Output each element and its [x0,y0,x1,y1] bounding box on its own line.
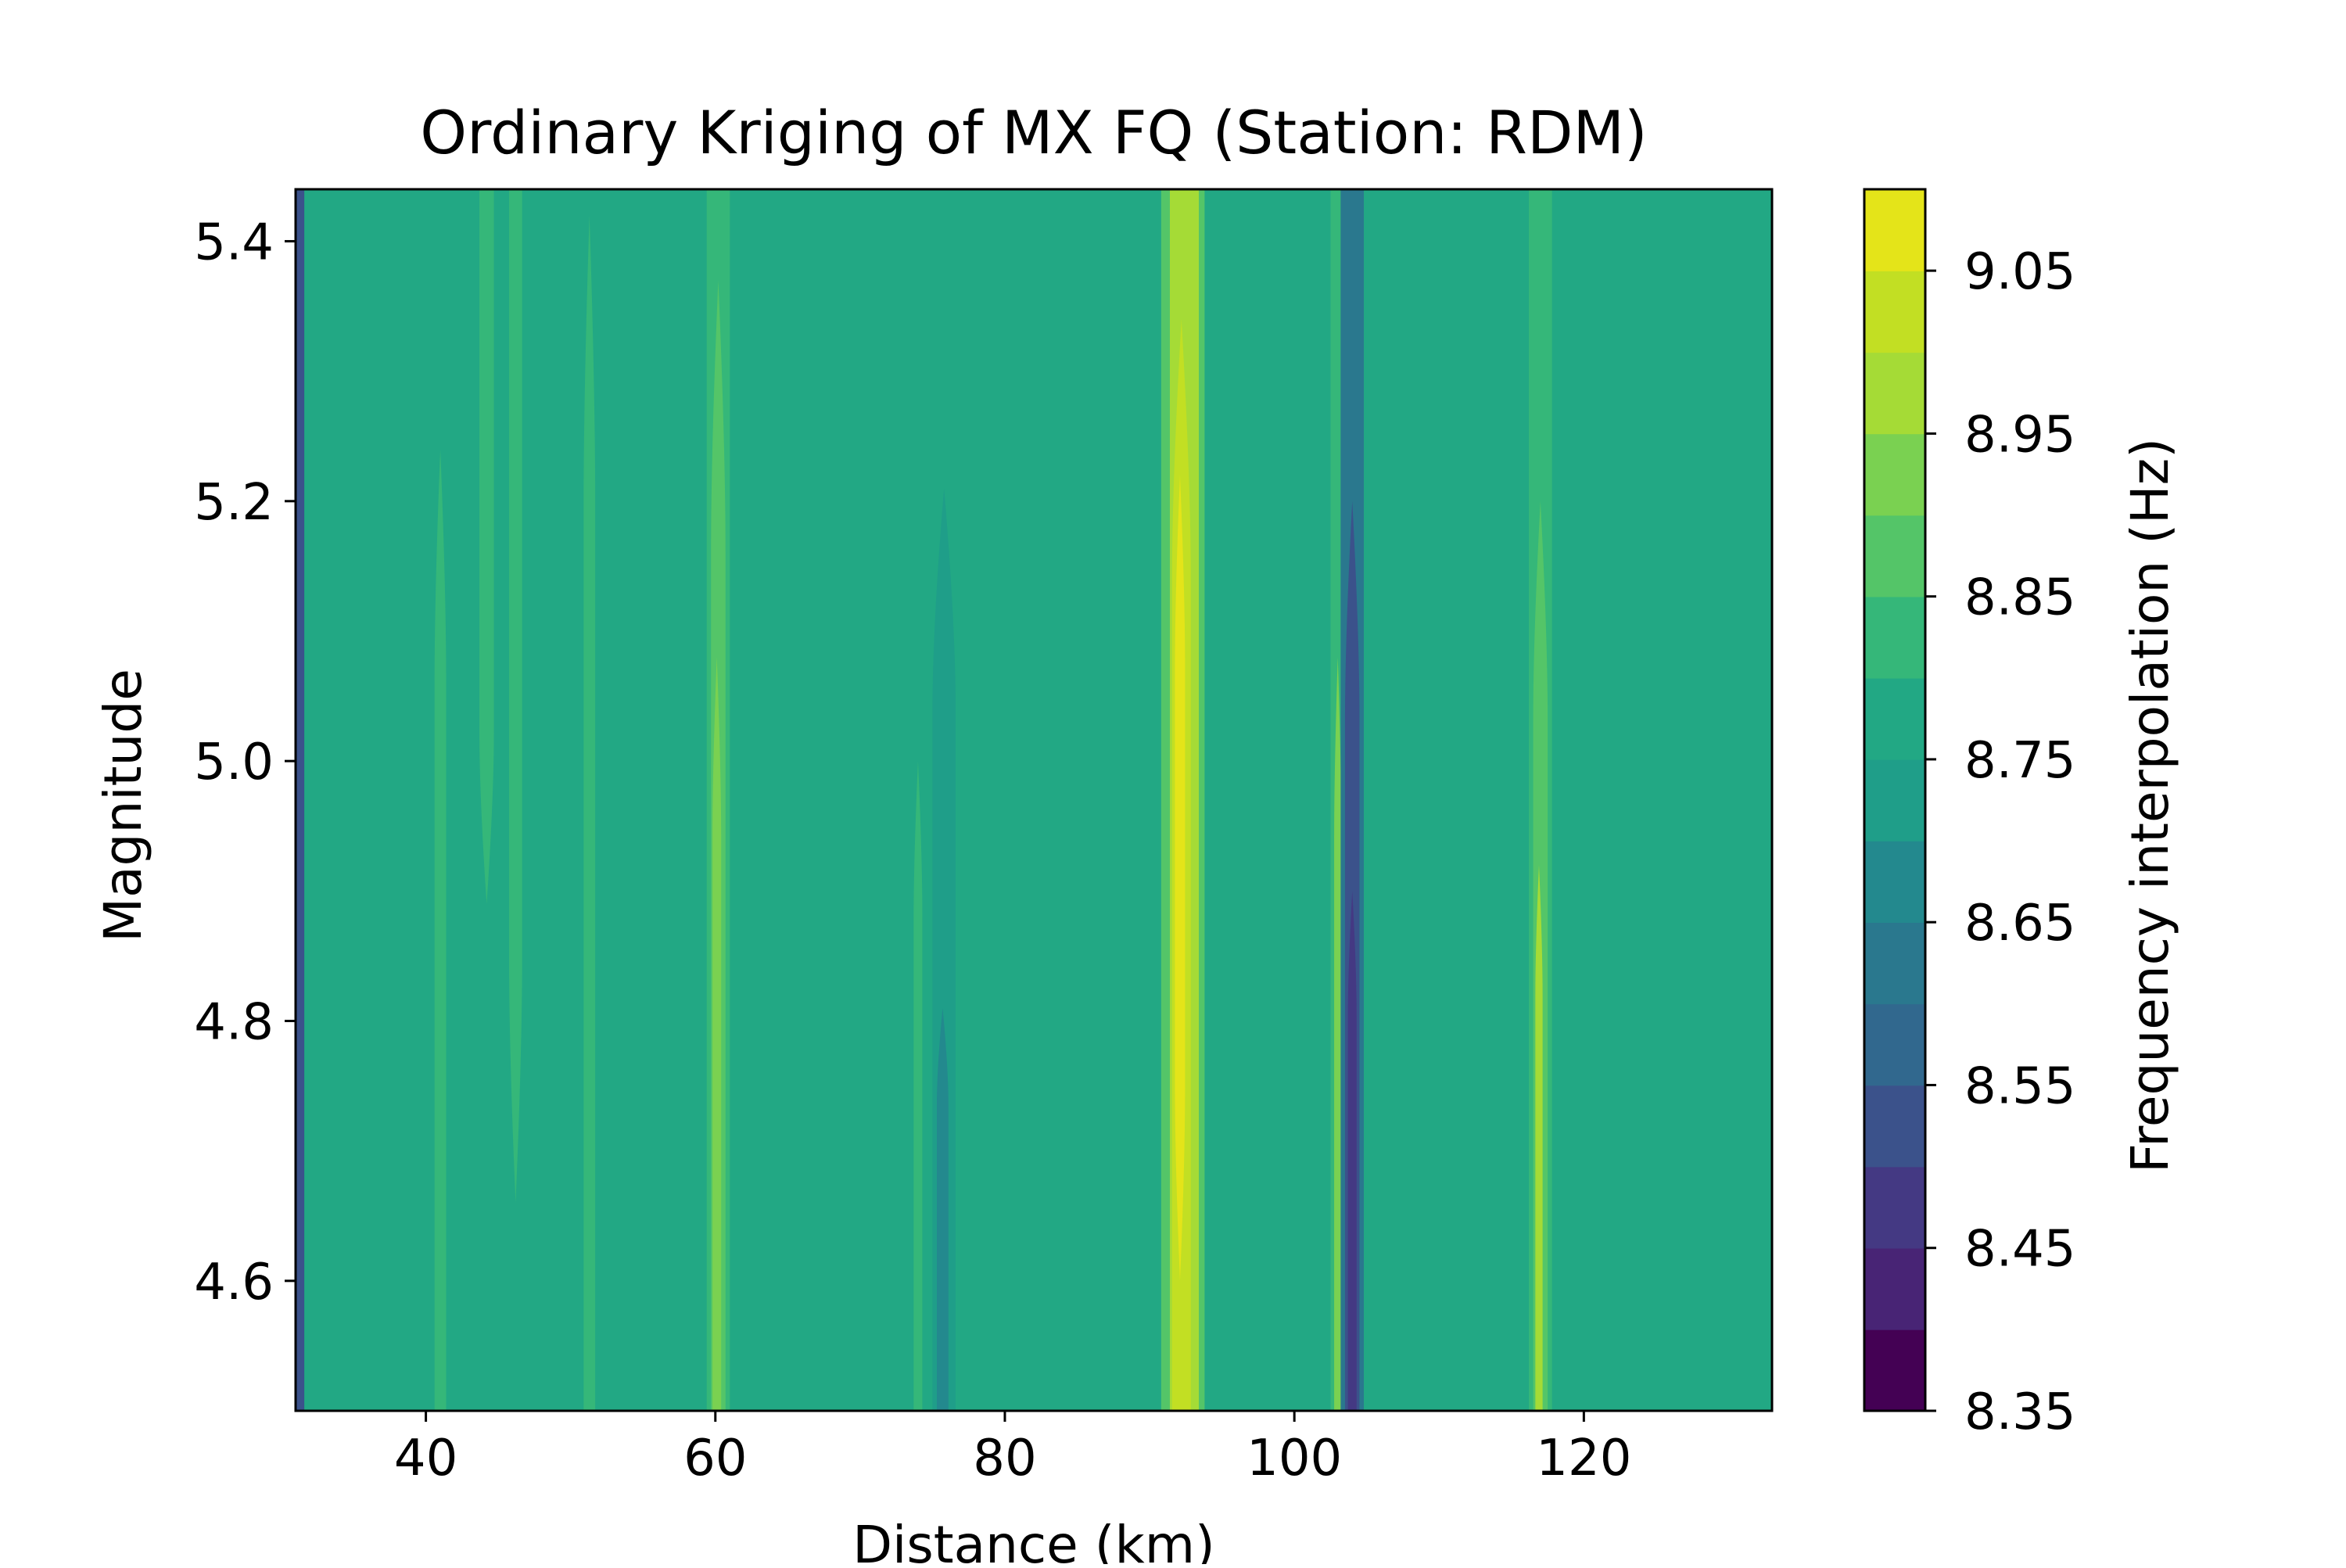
colorbar-tick-label-8.55: 8.55 [1964,1057,2076,1115]
colorbar-segment-4 [1864,1003,1925,1086]
x-axis: 40 60 80 100 120 [394,1411,1631,1487]
heatmap-band-19 [1347,891,1357,1411]
heatmap-background [296,189,1772,1411]
x-tick-label-80: 80 [973,1430,1036,1487]
colorbar-tick-label-8.95: 8.95 [1964,406,2076,464]
colorbar-segment-5 [1864,922,1925,1005]
y-tick-label-5.4: 5.4 [194,213,274,271]
y-tick-label-5.0: 5.0 [194,734,274,791]
heatmap-band-14 [1175,475,1186,1281]
heatmap-band-0 [296,189,305,1411]
colorbar-label: Frequency interpolation (Hz) [2120,438,2180,1173]
plot-area [294,188,1774,1412]
heatmap-band-4 [583,215,596,1411]
plot-frame [294,188,1774,1412]
colorbar-segment-12 [1864,352,1925,435]
heatmap-band-16 [1334,657,1342,1411]
chart-title: Ordinary Kriging of MX FQ (Station: RDM) [420,98,1647,167]
heatmap-band-2 [479,189,494,904]
colorbar-segment-8 [1864,677,1925,760]
colorbar-segment-1 [1864,1247,1925,1330]
colorbar-segment-2 [1864,1166,1925,1249]
colorbar: 8.35 8.45 8.55 8.65 8.75 8.85 8.95 9.05 [1863,188,2076,1441]
colorbar-tick-label-8.45: 8.45 [1964,1221,2076,1279]
colorbar-frame [1863,188,1927,1412]
colorbar-tick-label-8.75: 8.75 [1964,732,2076,790]
y-axis-label: Magnitude [93,669,153,942]
heatmap-layer [296,189,1772,1411]
colorbar-segment-7 [1864,759,1925,841]
heatmap-band-1 [434,449,447,1411]
heatmap-band-3 [509,189,522,1204]
colorbar-tick-label-8.65: 8.65 [1964,895,2076,953]
heatmap-band-10 [936,1007,949,1411]
colorbar-segment-10 [1864,515,1925,597]
x-tick-label-40: 40 [394,1430,457,1487]
colorbar-tick-label-8.35: 8.35 [1964,1383,2076,1441]
heatmap-band-8 [913,761,923,1411]
colorbar-segment-6 [1864,841,1925,923]
colorbar-segment-13 [1864,271,1925,353]
y-axis: 4.6 4.8 5.0 5.2 5.4 [194,213,296,1311]
y-tick-label-4.6: 4.6 [194,1254,274,1311]
colorbar-tick-label-8.85: 8.85 [1964,569,2076,627]
y-tick-label-5.2: 5.2 [194,474,274,532]
colorbar-segment-3 [1864,1085,1925,1168]
x-tick-label-60: 60 [683,1430,747,1487]
x-axis-label: Distance (km) [852,1515,1215,1564]
heatmap-band-7 [712,657,722,1411]
colorbar-segment-11 [1864,433,1925,516]
x-tick-label-100: 100 [1247,1430,1342,1487]
colorbar-segment-0 [1864,1329,1925,1412]
heatmap-band-22 [1535,865,1543,1411]
colorbar-segment-14 [1864,189,1925,271]
y-tick-label-4.8: 4.8 [194,993,274,1051]
colorbar-segment-9 [1864,596,1925,679]
x-tick-label-120: 120 [1536,1430,1631,1487]
colorbar-tick-label-9.05: 9.05 [1964,243,2076,301]
